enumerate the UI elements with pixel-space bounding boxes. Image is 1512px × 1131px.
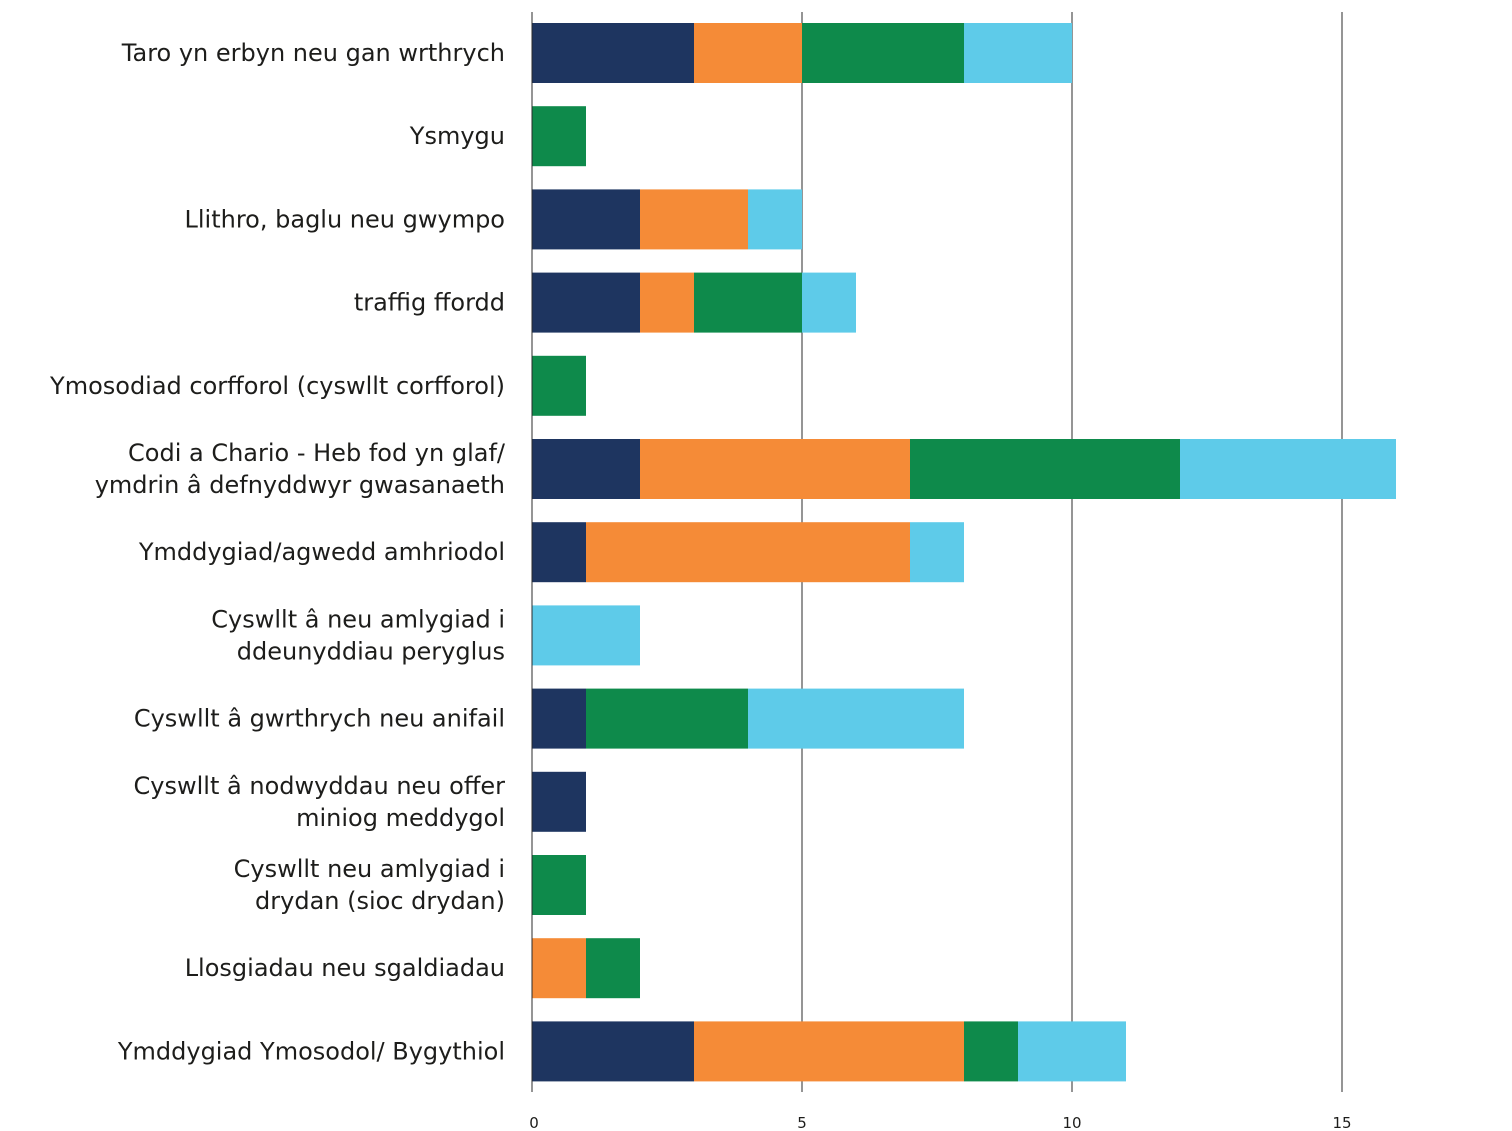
bar-segment-row12-series1 [694,1021,964,1082]
bar-segment-row9-series0 [532,771,586,832]
bar-segment-row12-series2 [964,1021,1018,1082]
bar-segment-row2-series0 [532,189,640,250]
category-label: Cyswllt â nodwyddau neu offer [134,772,506,800]
bar-segment-row7-series3 [532,605,640,666]
category-label: Codi a Chario - Heb fod yn glaf/ [128,439,506,467]
category-label: traffig ffordd [354,289,505,317]
bar-segment-row4-series2 [532,355,586,416]
bar-segment-row3-series1 [640,272,694,333]
bar-segment-row6-series1 [586,522,910,583]
bar-segment-row3-series0 [532,272,640,333]
bar-segment-row5-series2 [910,439,1180,499]
category-labels: Taro yn erbyn neu gan wrthrych Ysmygu Llit… [49,39,506,1065]
category-label: Cyswllt neu amlygiad i [234,855,505,883]
bar-segment-row12-series3 [1018,1021,1126,1082]
bar-segment-row8-series0 [532,688,586,749]
bar-segment-row0-series0 [532,23,694,83]
bar-segment-row8-series2 [586,688,748,749]
bar-segment-row6-series0 [532,522,586,583]
x-tick-label: 15 [1332,1114,1351,1131]
category-label: Ymosodiad corfforol (cyswllt corfforol) [49,372,505,400]
bars [532,23,1396,1082]
category-label: ddeunyddiau peryglus [237,637,505,665]
category-label: ymdrin â defnyddwyr gwasanaeth [95,471,505,499]
category-label: Ymddygiad Ymosodol/ Bygythiol [117,1037,505,1065]
bar-segment-row11-series1 [532,938,586,999]
x-tick-label: 5 [797,1114,807,1131]
bar-segment-row0-series2 [802,23,964,83]
bar-segment-row2-series1 [640,189,748,250]
category-label: Ymddygiad/agwedd amhriodol [138,538,505,566]
bar-segment-row3-series3 [802,272,856,333]
category-label: Llosgiadau neu sgaldiadau [185,954,505,982]
bar-segment-row5-series3 [1180,439,1396,499]
bar-segment-row8-series3 [748,688,964,749]
category-label: Taro yn erbyn neu gan wrthrych [121,39,505,67]
bar-segment-row2-series3 [748,189,802,250]
x-tick-labels: 0 5 10 15 [529,1114,1351,1131]
bar-segment-row11-series2 [586,938,640,999]
bar-segment-row5-series0 [532,439,640,499]
bar-segment-row0-series1 [694,23,802,83]
bar-segment-row12-series0 [532,1021,694,1082]
bar-segment-row3-series2 [694,272,802,333]
bar-segment-row6-series3 [910,522,964,583]
x-tick-label: 0 [529,1114,539,1131]
category-label: miniog meddygol [296,804,505,832]
bar-segment-row1-series2 [532,106,586,167]
x-tick-label: 10 [1062,1114,1081,1131]
category-label: Cyswllt â gwrthrych neu anifail [134,705,505,733]
bar-segment-row5-series1 [640,439,910,499]
bar-segment-row0-series3 [964,23,1072,83]
category-label: Cyswllt â neu amlygiad i [211,605,505,633]
category-label: Ysmygu [409,122,505,150]
category-label: drydan (sioc drydan) [255,887,505,915]
bar-segment-row10-series2 [532,855,586,915]
category-label: Llithro, baglu neu gwympo [185,205,505,233]
